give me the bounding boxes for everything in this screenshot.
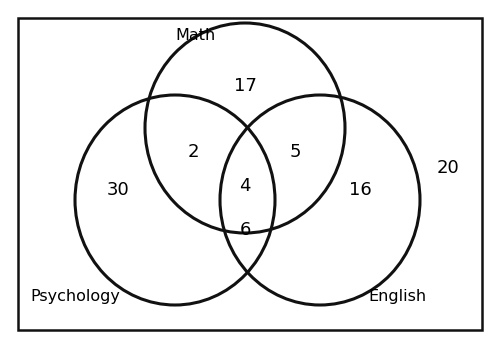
Text: 4: 4 <box>240 177 251 195</box>
Text: 16: 16 <box>348 181 372 199</box>
Bar <box>18 18 482 330</box>
Text: 2: 2 <box>187 143 199 161</box>
Text: 30: 30 <box>106 181 130 199</box>
Text: 5: 5 <box>289 143 301 161</box>
Text: English: English <box>368 288 426 303</box>
Text: Math: Math <box>175 29 215 44</box>
Text: 6: 6 <box>240 221 250 239</box>
Text: 20: 20 <box>436 159 460 177</box>
Text: 17: 17 <box>234 77 256 95</box>
Text: Psychology: Psychology <box>30 288 120 303</box>
